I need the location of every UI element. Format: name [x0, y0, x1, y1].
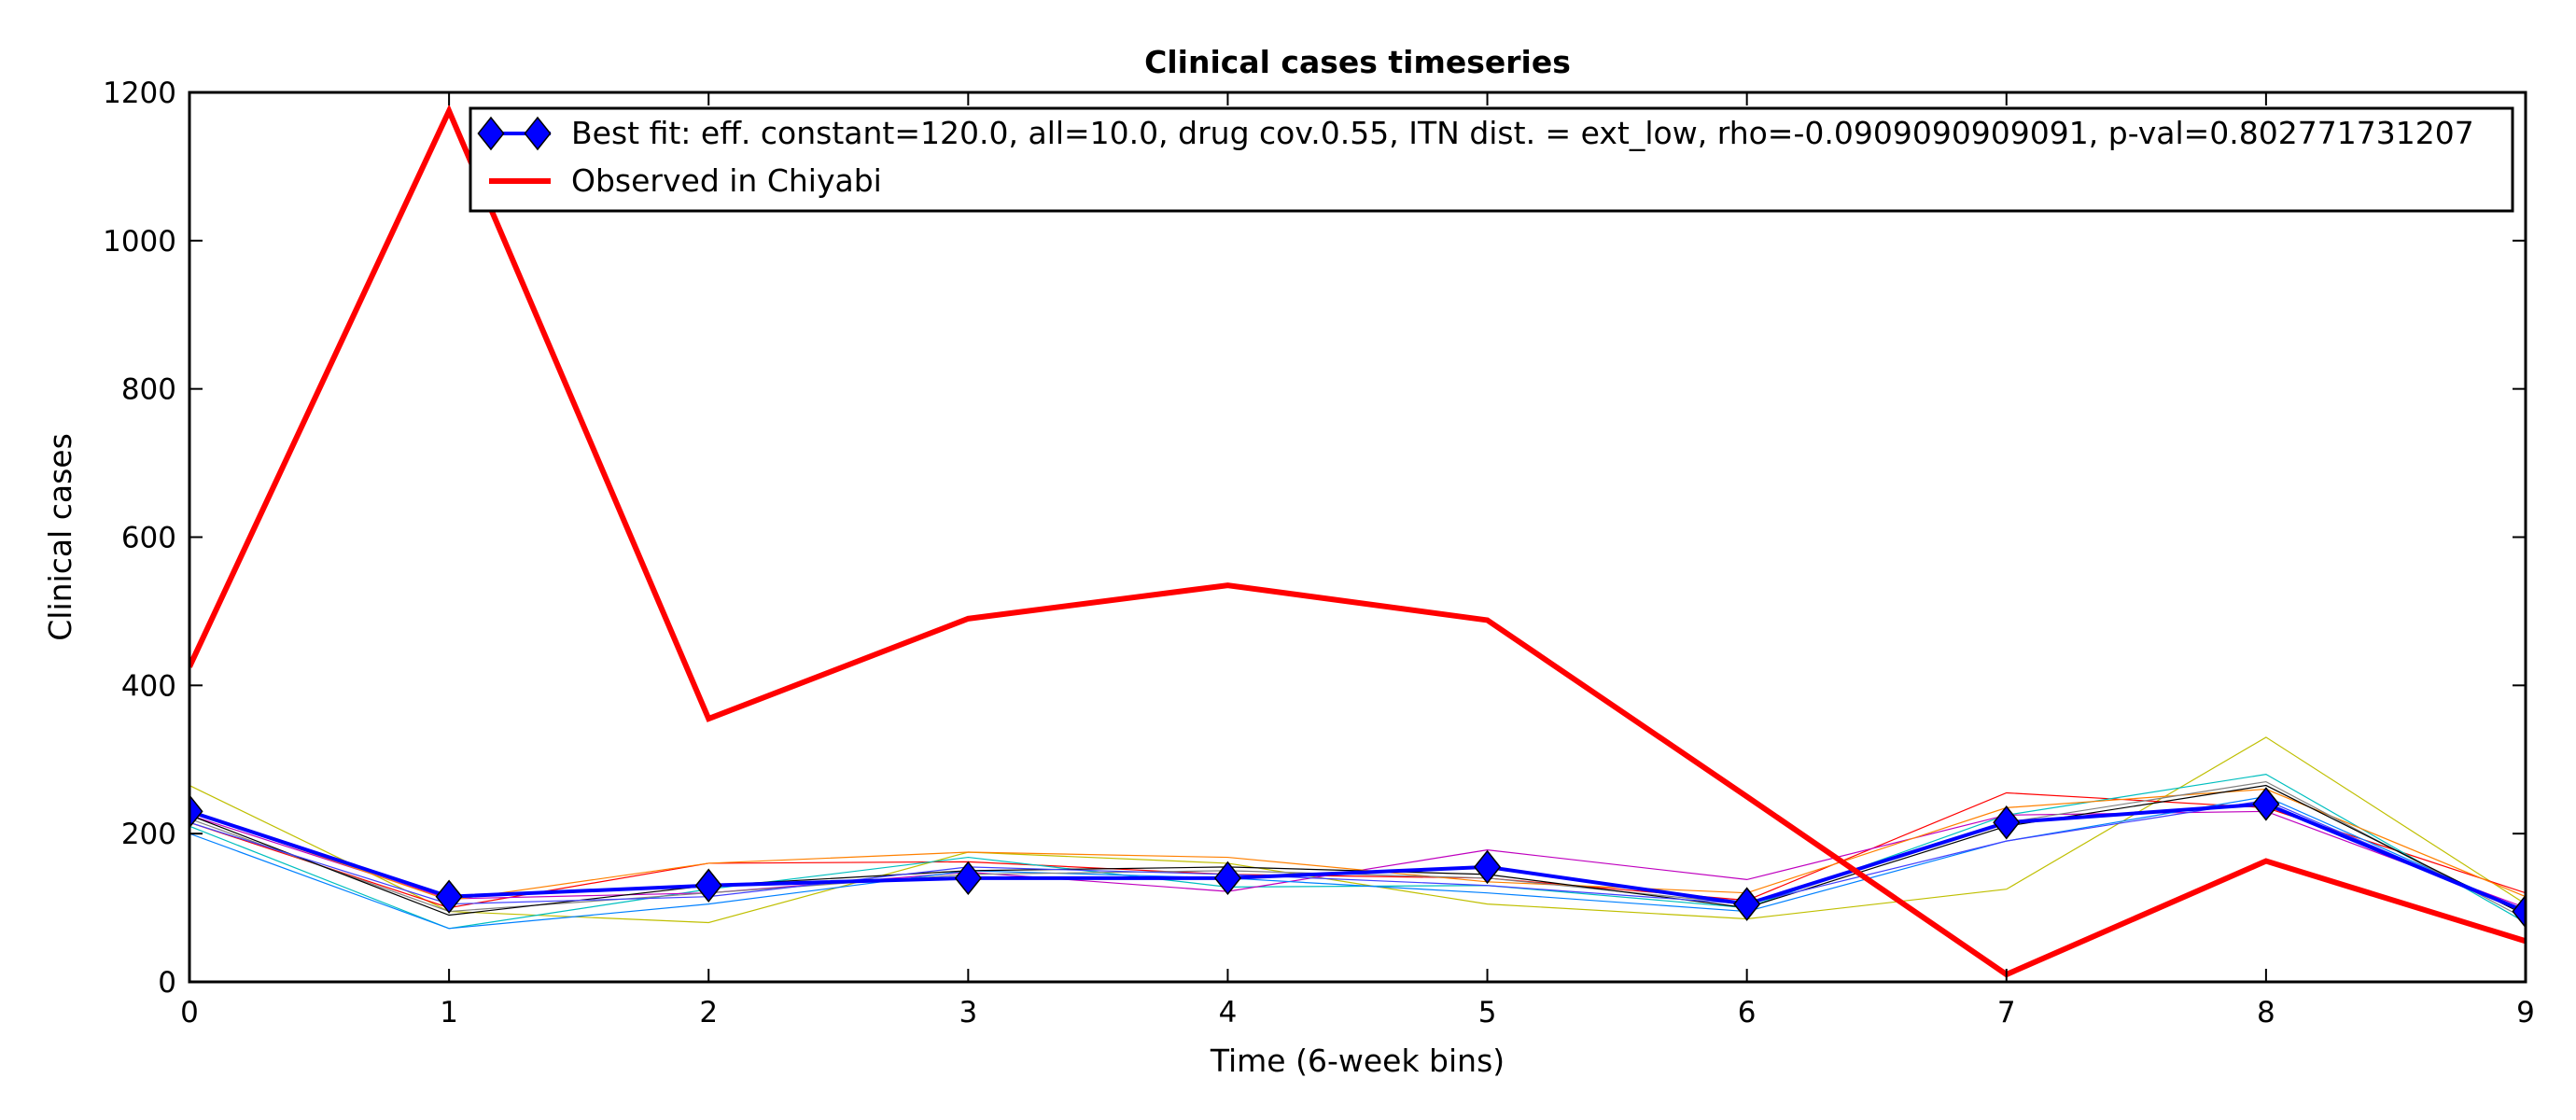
x-axis-label: Time (6-week bins) [1210, 1043, 1505, 1079]
y-tick-label: 800 [121, 373, 176, 407]
series-line-10 [189, 104, 2526, 978]
legend-marker [524, 116, 552, 151]
best-fit-point [694, 868, 722, 903]
x-tick-label: 7 [1997, 996, 2016, 1029]
legend-box [469, 106, 2514, 213]
legend-marker [477, 116, 505, 151]
best-fit-point [954, 861, 982, 896]
plot-frame [188, 91, 2527, 984]
series-line-9 [189, 802, 2526, 914]
x-tick-label: 6 [1738, 996, 1757, 1029]
best-fit-point [435, 879, 463, 914]
best-fit-point [2512, 894, 2526, 929]
x-tick-label: 2 [699, 996, 718, 1029]
x-tick-label: 5 [1478, 996, 1497, 1029]
y-tick-label: 0 [158, 966, 176, 1000]
series-line-0 [189, 736, 2526, 924]
series-line-2 [189, 774, 2526, 930]
y-tick-label: 1000 [103, 225, 176, 259]
legend-label: Observed in Chiyabi [571, 162, 882, 199]
x-tick-label: 4 [1219, 996, 1238, 1029]
x-tick-label: 9 [2516, 996, 2535, 1029]
series-layer [189, 104, 2526, 978]
series-line-8 [189, 799, 2526, 913]
y-tick-label: 200 [121, 818, 176, 851]
y-tick-label: 1200 [103, 77, 176, 110]
best-fit-point [1473, 849, 1502, 885]
best-fit-point [1993, 805, 2021, 840]
series-line-4 [189, 795, 2526, 930]
series-line-7 [189, 784, 2526, 917]
legend: Best fit: eff. constant=120.0, all=10.0,… [469, 106, 2514, 213]
best-fit-point [1213, 861, 1242, 896]
best-fit-point [189, 794, 203, 829]
ticks-layer: 0 1 2 3 4 5 6 7 8 9 0 200 400 600 800 1000 1200 [103, 77, 2535, 1029]
chart-title: Clinical cases timeseries [1144, 44, 1571, 80]
legend-label: Best fit: eff. constant=120.0, all=10.0,… [571, 115, 2474, 151]
y-tick-label: 600 [121, 522, 176, 555]
best-fit-point [1733, 887, 1761, 921]
series-group [189, 104, 2526, 978]
x-tick-label: 1 [440, 996, 458, 1029]
y-axis-label: Clinical cases [42, 433, 78, 641]
y-tick-label: 400 [121, 669, 176, 703]
series-line-1 [189, 791, 2526, 909]
series-line-5 [189, 788, 2526, 902]
x-tick-label: 8 [2257, 996, 2275, 1029]
x-tick-label: 3 [959, 996, 977, 1029]
best-fit-point [2252, 787, 2280, 821]
x-tick-label: 0 [180, 996, 199, 1029]
